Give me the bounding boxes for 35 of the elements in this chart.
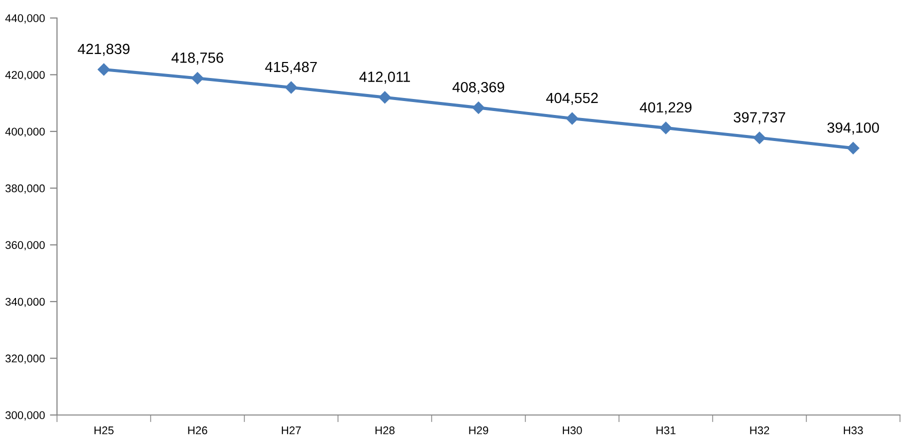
y-tick-label: 320,000 bbox=[5, 354, 45, 364]
x-tick-label: H30 bbox=[562, 426, 582, 434]
x-tick-label: H27 bbox=[282, 426, 301, 434]
x-tick-label: H29 bbox=[469, 426, 488, 434]
point bbox=[660, 122, 672, 134]
y-tick-label: 300,000 bbox=[5, 411, 45, 420]
x-tick-label: H26 bbox=[188, 426, 208, 434]
data-label: 418,756 bbox=[171, 52, 224, 65]
point bbox=[191, 72, 204, 84]
data-label: 412,011 bbox=[359, 72, 410, 84]
data-label: 394,100 bbox=[827, 122, 879, 134]
point bbox=[285, 81, 298, 94]
y-tick-label: 440,000 bbox=[5, 14, 45, 24]
x-tick-label: H31 bbox=[656, 426, 676, 434]
data-label: 404,552 bbox=[546, 92, 598, 105]
x-tick-label: H33 bbox=[844, 426, 863, 434]
data-label: 401,229 bbox=[640, 102, 692, 114]
data-label: 421,839 bbox=[78, 44, 130, 56]
y-tick-label: 420,000 bbox=[5, 70, 45, 80]
point bbox=[98, 63, 110, 76]
point bbox=[847, 142, 860, 154]
y-tick-label: 360,000 bbox=[5, 241, 45, 250]
x-tick-label: H25 bbox=[94, 426, 114, 434]
y-tick-label: 400,000 bbox=[5, 128, 45, 137]
x-tick-label: H28 bbox=[376, 426, 395, 434]
y-tick-label: 340,000 bbox=[5, 298, 45, 308]
x-tick-label: H32 bbox=[750, 426, 770, 434]
point bbox=[472, 102, 485, 114]
data-label: 397,737 bbox=[734, 112, 786, 124]
point bbox=[378, 91, 391, 104]
y-tick-label: 380,000 bbox=[5, 184, 45, 194]
data-label: 415,487 bbox=[265, 62, 317, 74]
data-label: 408,369 bbox=[452, 82, 504, 94]
point bbox=[566, 112, 578, 125]
point bbox=[753, 132, 766, 144]
